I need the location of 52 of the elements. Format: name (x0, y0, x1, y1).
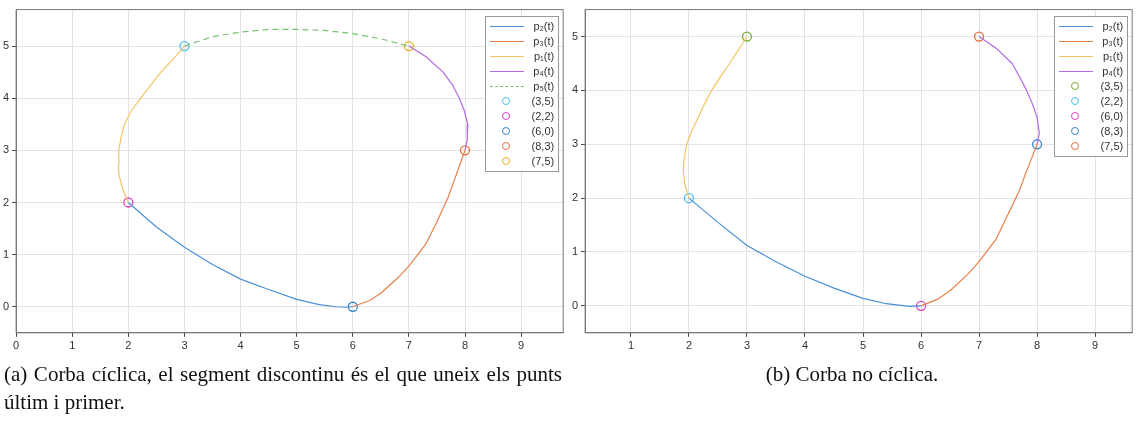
y-tick-label: 2 (2, 195, 10, 208)
legend-label: (3,5) (1100, 80, 1124, 93)
x-tick-label: 2 (685, 339, 693, 352)
legend-label: (3,5) (531, 95, 555, 108)
y-tick-label: 4 (571, 83, 579, 96)
x-tick-label: 7 (975, 339, 983, 352)
legend-label: (8,3) (1100, 125, 1124, 138)
x-tick-label: 4 (801, 339, 809, 352)
y-tick-label: 5 (2, 39, 10, 52)
y-tick-label: 3 (571, 137, 579, 150)
x-tick-label: 3 (181, 339, 188, 352)
text: (b) Corba no cíclica. (764, 361, 940, 388)
x-tick-label: 8 (1033, 339, 1041, 352)
y-tick-label: 0 (571, 298, 579, 311)
legend-label: (7,5) (1100, 140, 1124, 153)
y-tick-label: 2 (571, 191, 579, 204)
legend-label: p₃(t) (533, 35, 555, 48)
x-tick-label: 4 (237, 339, 244, 352)
x-tick-label: 6 (917, 339, 925, 352)
x-tick-label: 0 (13, 339, 20, 352)
legend-label: p₂(t) (1102, 20, 1124, 33)
legend-label: (6,0) (1100, 110, 1124, 123)
x-tick-label: 9 (518, 339, 525, 352)
x-tick-label: 7 (405, 339, 412, 352)
x-tick-label: 3 (743, 339, 751, 352)
legend-label: (6,0) (531, 125, 555, 138)
legend-label: (2,2) (1100, 95, 1124, 108)
legend-label: (7,5) (531, 155, 555, 168)
y-tick-label: 4 (2, 91, 10, 104)
y-tick-label: 1 (2, 247, 10, 260)
legend-label: p₁(t) (1102, 50, 1124, 63)
x-tick-label: 8 (461, 339, 469, 352)
x-tick-label: 6 (349, 339, 356, 352)
text: (a) Corba cíclica, el segment discontinu és el que uneix els punts últim i primer. (4, 361, 562, 416)
legend-label: p₅(t) (533, 80, 555, 93)
legend-label: (2,2) (531, 110, 555, 123)
x-tick-label: 2 (125, 339, 132, 352)
legend-label: p₂(t) (533, 20, 555, 33)
legend-label: p₄(t) (533, 65, 555, 78)
y-tick-label: 1 (571, 245, 579, 258)
x-tick-label: 1 (627, 339, 635, 352)
legend-label: (8,3) (531, 140, 555, 153)
x-tick-label: 1 (69, 339, 76, 352)
y-tick-label: 0 (2, 299, 10, 312)
x-tick-label: 5 (859, 339, 867, 352)
x-tick-label: 5 (293, 339, 300, 352)
y-tick-label: 3 (2, 143, 10, 156)
x-tick-label: 9 (1092, 339, 1099, 352)
legend-label: p₁(t) (533, 50, 555, 63)
legend-label: p₄(t) (1102, 65, 1124, 78)
legend-label: p₃(t) (1102, 35, 1124, 48)
y-tick-label: 5 (571, 29, 579, 42)
